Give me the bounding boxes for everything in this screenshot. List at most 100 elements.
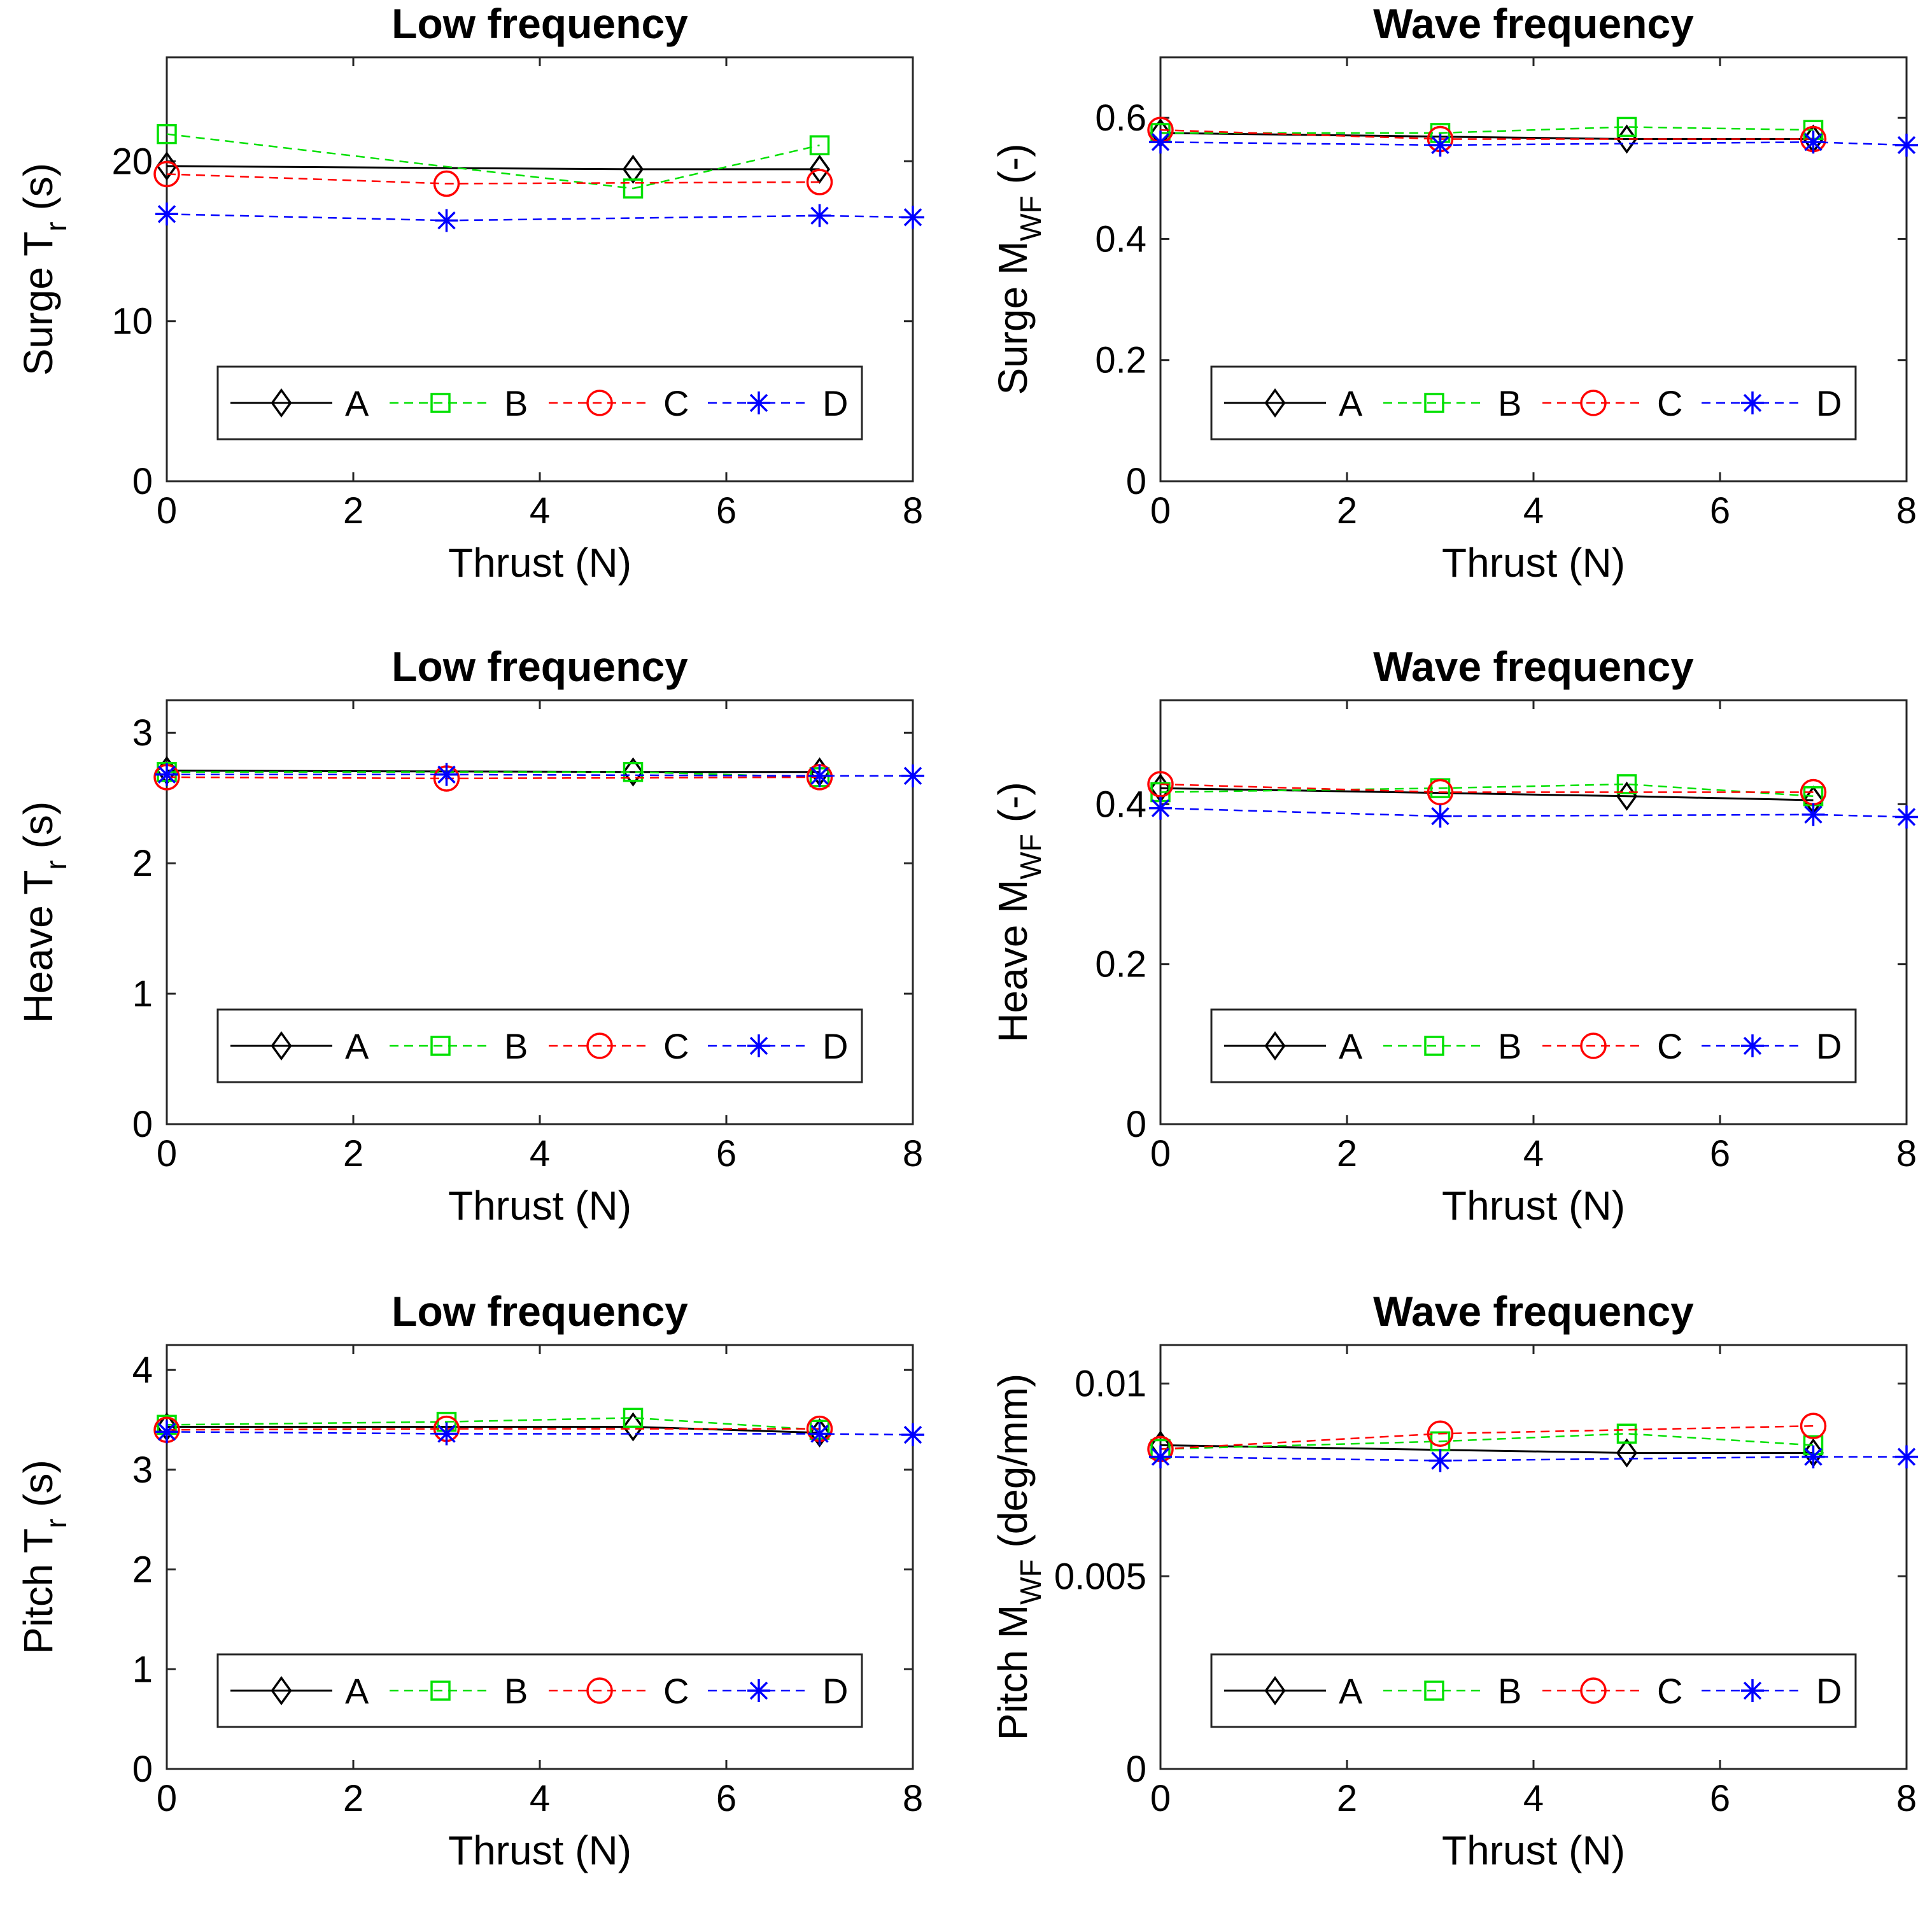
x-tick-label: 0 [1150, 1778, 1171, 1819]
subplot-3: Low frequency 0 2 4 6 8 0 1 2 3 Thrust (N) Heave Tr… [15, 643, 924, 1229]
y-tick-label: 0.4 [1095, 218, 1146, 260]
legend-marker-A [1264, 388, 1286, 418]
legend-label-C: C [1657, 1671, 1682, 1711]
legend-label-B: B [1498, 383, 1521, 423]
series-A [156, 151, 831, 184]
legend-label-C: C [663, 1671, 689, 1711]
legend-label-B: B [1498, 1671, 1521, 1711]
legend-marker-C [1580, 390, 1607, 416]
legend-label-D: D [1816, 383, 1842, 423]
data-point-D [1895, 805, 1918, 829]
series-C [153, 160, 833, 197]
legend-label-A: A [345, 383, 369, 423]
y-axis-label: Pitch MWF (deg/mm) [990, 1374, 1047, 1740]
x-tick-label: 2 [343, 1778, 363, 1819]
legend-marker-D [1741, 391, 1764, 414]
x-tick-label: 6 [1710, 1133, 1730, 1174]
legend-label-C: C [1657, 1026, 1682, 1066]
subplot-4: Wave frequency 0 2 4 6 8 0 0.2 0.4 Thrust (N) Heav… [990, 643, 1918, 1229]
data-point-D [808, 764, 831, 787]
x-tick-label: 4 [530, 490, 550, 532]
legend-label-B: B [504, 383, 528, 423]
x-tick-label: 8 [1896, 490, 1917, 532]
legend-marker-A [271, 388, 292, 418]
y-tick-label: 0.6 [1095, 97, 1146, 139]
x-axis-label: Thrust (N) [1442, 1828, 1625, 1873]
series-line-A [166, 165, 820, 171]
legend-marker-B [1424, 1680, 1444, 1701]
series-line-A [166, 770, 820, 773]
y-axis-label: Heave MWF (-) [990, 782, 1047, 1042]
x-axis-label: Thrust (N) [448, 540, 631, 586]
series-line-C [166, 173, 820, 185]
data-point-D [808, 204, 831, 227]
y-axis-label: Heave Tr (s) [15, 801, 73, 1023]
data-point-A [622, 154, 644, 184]
legend-marker-B [1424, 393, 1444, 413]
series-line-A [1160, 787, 1814, 801]
legend-label-D: D [822, 383, 848, 423]
data-point-D [155, 1420, 178, 1444]
chart-title: Low frequency [391, 643, 688, 690]
legend: A B C D [1210, 1653, 1857, 1728]
legend-marker-C [586, 390, 613, 416]
y-tick-label: 0.005 [1054, 1556, 1146, 1597]
legend-label-B: B [1498, 1026, 1521, 1066]
legend-label-A: A [1339, 1671, 1363, 1711]
y-axis-label: Surge Tr (s) [15, 163, 73, 376]
series-line-D [1160, 141, 1907, 146]
y-tick-label: 10 [111, 301, 153, 342]
y-tick-label: 0 [132, 1749, 153, 1790]
x-tick-label: 2 [1337, 1133, 1357, 1174]
data-point-B [157, 123, 177, 144]
series-line-B [1160, 1433, 1814, 1450]
data-point-B [809, 135, 830, 155]
legend-label-C: C [1657, 383, 1682, 423]
data-point-B [1616, 1423, 1637, 1444]
x-tick-label: 2 [1337, 1778, 1357, 1819]
x-tick-label: 6 [716, 1778, 737, 1819]
data-point-D [155, 763, 178, 786]
x-tick-label: 0 [157, 1778, 177, 1819]
legend: A B C D [216, 1008, 863, 1083]
y-tick-label: 0 [132, 1104, 153, 1145]
legend-marker-C [1580, 1677, 1607, 1704]
legend-label-C: C [663, 1026, 689, 1066]
chart-title: Wave frequency [1373, 643, 1694, 690]
legend-marker-B [430, 1680, 451, 1701]
legend-marker-A [271, 1031, 292, 1060]
data-point-B [623, 761, 644, 782]
y-tick-label: 2 [132, 1549, 153, 1591]
chart-title: Wave frequency [1373, 1288, 1694, 1335]
series-D [155, 763, 924, 787]
y-tick-label: 0 [1126, 1104, 1146, 1145]
data-point-A [1616, 1438, 1638, 1468]
x-tick-label: 8 [903, 1778, 923, 1819]
series-line-B [166, 1417, 820, 1431]
legend-marker-A [271, 1676, 292, 1705]
data-point-D [901, 206, 924, 229]
x-tick-label: 0 [1150, 1133, 1171, 1174]
x-axis-label: Thrust (N) [448, 1828, 631, 1873]
data-point-C [1427, 1420, 1454, 1448]
subplot-5: Low frequency 0 2 4 6 8 0 1 2 3 4 Thrust (N) Pitch T… [15, 1288, 924, 1873]
chart-title: Low frequency [391, 1288, 688, 1335]
data-point-A [156, 151, 178, 181]
x-tick-label: 6 [716, 490, 737, 532]
series-D [1149, 130, 1918, 157]
legend-marker-C [586, 1677, 613, 1704]
data-point-D [155, 202, 178, 226]
data-point-B [1616, 774, 1637, 794]
legend-label-A: A [345, 1026, 369, 1066]
data-point-C [153, 160, 180, 188]
x-tick-label: 8 [903, 1133, 923, 1174]
data-point-B [1616, 116, 1637, 137]
data-point-D [435, 209, 458, 232]
data-point-D [1149, 130, 1172, 154]
series-line-B [1160, 783, 1814, 798]
data-point-A [808, 154, 831, 184]
data-point-C [1427, 778, 1454, 806]
legend: A B C D [216, 365, 863, 440]
legend-marker-C [586, 1032, 613, 1059]
x-tick-label: 8 [903, 490, 923, 532]
